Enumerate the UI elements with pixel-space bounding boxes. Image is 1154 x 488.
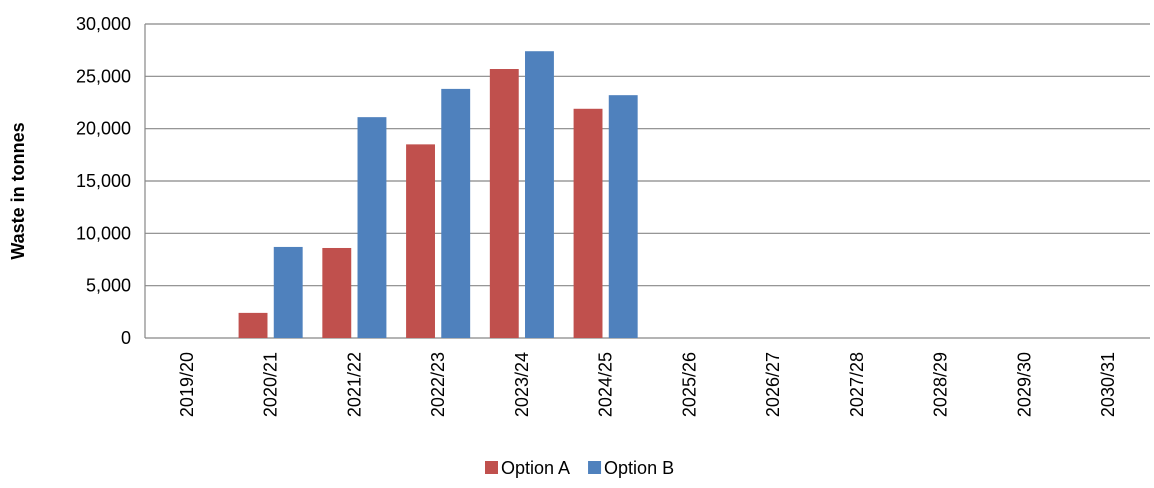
x-tick-label: 2030/31	[1098, 352, 1118, 417]
bar-option-b	[441, 89, 470, 338]
x-tick-label: 2022/23	[428, 352, 448, 417]
x-tick-label: 2019/20	[177, 352, 197, 417]
bar-option-b	[358, 117, 387, 338]
y-axis-ticks: 0 5,000 10,000 15,000 20,000 25,000 30,000	[76, 14, 131, 348]
bar-option-a	[239, 313, 268, 338]
x-tick-label: 2020/21	[261, 352, 281, 417]
legend-swatch	[588, 461, 601, 474]
bar-option-a	[574, 109, 603, 338]
legend-swatch	[485, 461, 498, 474]
y-tick-label: 20,000	[76, 119, 131, 139]
y-tick-label: 0	[121, 328, 131, 348]
y-tick-label: 30,000	[76, 14, 131, 34]
y-tick-label: 25,000	[76, 66, 131, 86]
bar-option-b	[525, 51, 554, 338]
x-axis-ticks: 2019/20 2020/21 2021/22 2022/23 2023/24 2024/…	[177, 352, 1118, 417]
bar-option-a	[322, 248, 351, 338]
x-tick-label: 2024/25	[596, 352, 616, 417]
x-tick-label: 2027/28	[847, 352, 867, 417]
bar-option-a	[490, 69, 519, 338]
y-tick-label: 15,000	[76, 171, 131, 191]
legend-label: Option B	[604, 458, 674, 478]
legend-label: Option A	[501, 458, 570, 478]
bars	[239, 51, 638, 338]
x-tick-label: 2028/29	[931, 352, 951, 417]
x-tick-label: 2026/27	[763, 352, 783, 417]
x-tick-label: 2021/22	[344, 352, 364, 417]
y-tick-label: 10,000	[76, 223, 131, 243]
bar-option-b	[274, 247, 303, 338]
bar-option-b	[609, 95, 638, 338]
x-tick-label: 2025/26	[679, 352, 699, 417]
x-tick-label: 2023/24	[512, 352, 532, 417]
legend: Option A Option B	[485, 458, 674, 478]
x-tick-label: 2029/30	[1014, 352, 1034, 417]
y-axis-title: Waste in tonnes	[8, 122, 28, 259]
y-tick-label: 5,000	[86, 276, 131, 296]
bar-option-a	[406, 144, 435, 338]
